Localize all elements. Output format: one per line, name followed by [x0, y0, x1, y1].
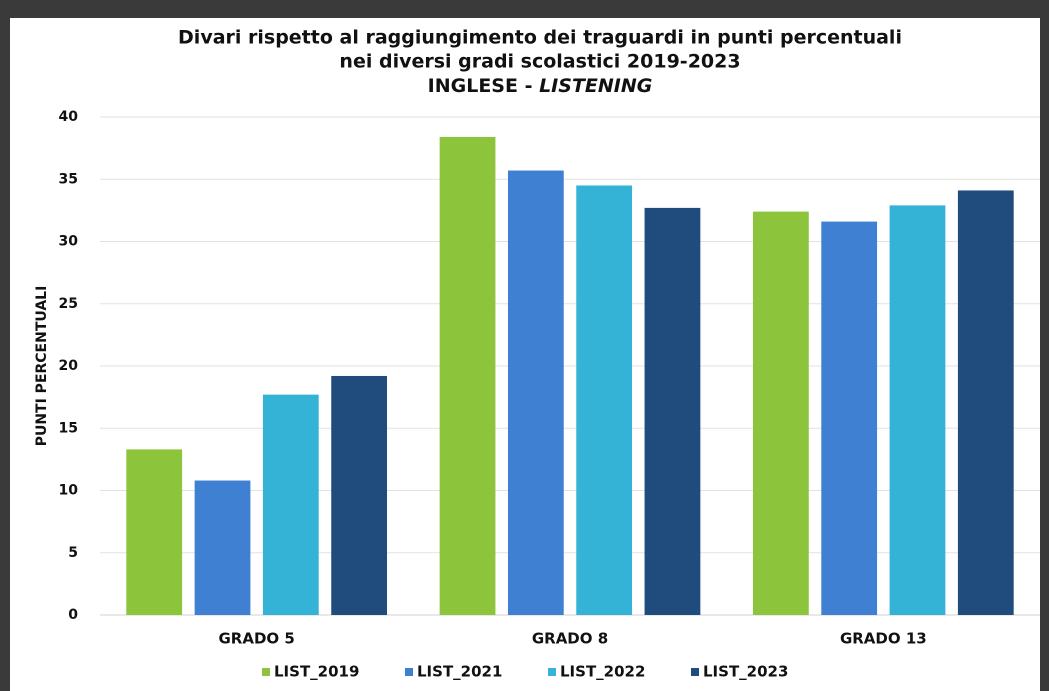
x-tick-label: GRADO 13: [840, 630, 927, 648]
legend-label: LIST_2023: [703, 663, 788, 681]
chart-title: Divari rispetto al raggiungimento dei tr…: [178, 27, 902, 49]
y-tick-label: 10: [59, 483, 79, 499]
bar: [957, 190, 1014, 615]
y-axis-label: PUNTI PERCENTUALI: [34, 286, 50, 447]
bar: [507, 170, 564, 615]
subtitle-part: LISTENING: [539, 75, 652, 97]
bar: [126, 449, 183, 615]
bar: [644, 207, 701, 615]
legend-label: LIST_2022: [560, 663, 645, 681]
chart-title: nei diversi gradi scolastici 2019-2023: [339, 51, 740, 73]
legend-label: LIST_2019: [274, 663, 359, 681]
y-tick-label: 5: [68, 545, 78, 561]
y-tick-label: 35: [59, 171, 78, 187]
legend-swatch: [691, 668, 699, 676]
subtitle-part: INGLESE -: [428, 75, 539, 97]
bar: [576, 185, 633, 615]
legend-swatch: [548, 668, 556, 676]
bar: [752, 211, 809, 615]
bar: [821, 221, 878, 615]
bar: [262, 394, 319, 615]
x-tick-label: GRADO 5: [218, 630, 294, 648]
y-tick-label: 0: [68, 607, 78, 623]
chart-subtitle: INGLESE - LISTENING: [428, 75, 653, 97]
bar: [889, 205, 946, 615]
legend-swatch: [405, 668, 413, 676]
x-tick-label: GRADO 8: [532, 630, 608, 648]
y-tick-label: 30: [59, 234, 79, 250]
bar: [331, 375, 388, 615]
y-tick-label: 40: [59, 109, 79, 125]
y-tick-label: 15: [59, 420, 78, 436]
bar: [439, 136, 496, 616]
y-tick-label: 20: [59, 358, 79, 374]
legend-label: LIST_2021: [417, 663, 502, 681]
y-tick-label: 25: [59, 296, 78, 312]
bar: [194, 480, 251, 615]
legend-swatch: [262, 668, 270, 676]
